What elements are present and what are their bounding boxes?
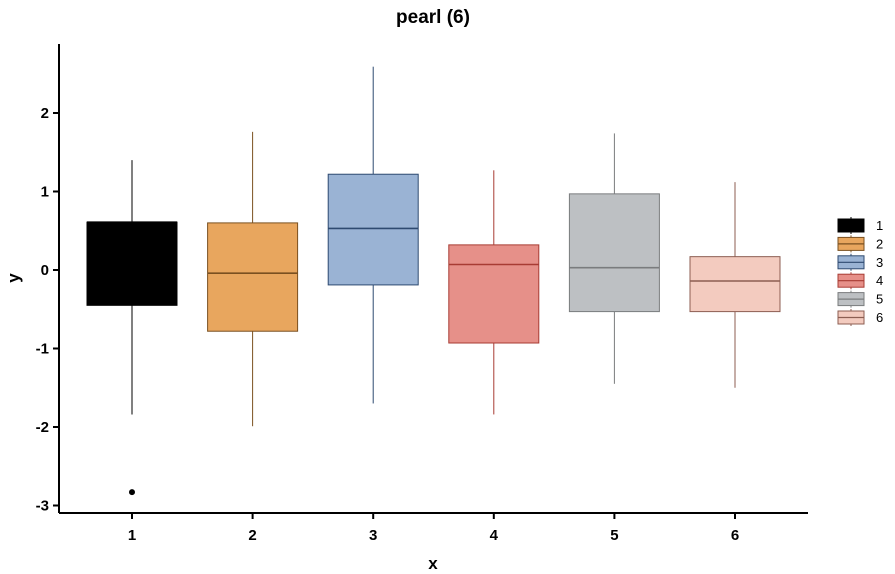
y-tick-label: 0 [41, 262, 49, 279]
box [86, 221, 178, 306]
legend-label: 2 [876, 236, 883, 251]
box [327, 173, 419, 286]
y-tick-label: 2 [41, 105, 49, 122]
legend-label: 1 [876, 218, 883, 233]
y-tick-label: -1 [36, 341, 49, 358]
x-tick-label: 4 [490, 527, 499, 544]
box [448, 244, 540, 344]
x-axis-title: x [428, 554, 438, 573]
box [689, 256, 781, 313]
y-tick-label: 1 [41, 184, 49, 201]
legend: 1 2 3 4 5 6 [837, 217, 883, 326]
legend-key-3: 3 [837, 253, 883, 271]
x-tick-label: 1 [128, 527, 136, 544]
box-group-6 [689, 182, 781, 388]
plot-area [86, 66, 781, 496]
box-group-3 [327, 66, 419, 404]
y-axis-ticks: -3 -2 -1 0 1 2 [36, 105, 59, 515]
legend-label: 6 [876, 310, 883, 325]
box-group-1 [86, 160, 178, 496]
x-tick-label: 2 [248, 527, 256, 544]
y-axis-title: y [4, 273, 23, 283]
legend-key-5: 5 [837, 290, 883, 308]
x-tick-label: 6 [731, 527, 739, 544]
x-tick-label: 5 [610, 527, 618, 544]
legend-key-6: 6 [837, 309, 883, 326]
box [568, 193, 660, 313]
y-tick-label: -3 [36, 498, 49, 515]
x-tick-label: 3 [369, 527, 377, 544]
legend-key-2: 2 [837, 235, 883, 253]
legend-label: 5 [876, 292, 883, 307]
box-group-4 [448, 170, 540, 415]
legend-key-4: 4 [837, 272, 883, 290]
x-axis-ticks: 1 2 3 4 5 6 [128, 513, 739, 544]
legend-label: 3 [876, 255, 883, 270]
legend-label: 4 [876, 273, 883, 288]
box-group-2 [207, 131, 299, 427]
y-tick-label: -2 [36, 419, 49, 436]
box [207, 222, 299, 332]
legend-key-1: 1 [837, 217, 883, 234]
outlier-point [129, 489, 135, 496]
chart-title: pearl (6) [396, 7, 470, 28]
box-group-5 [568, 133, 660, 384]
